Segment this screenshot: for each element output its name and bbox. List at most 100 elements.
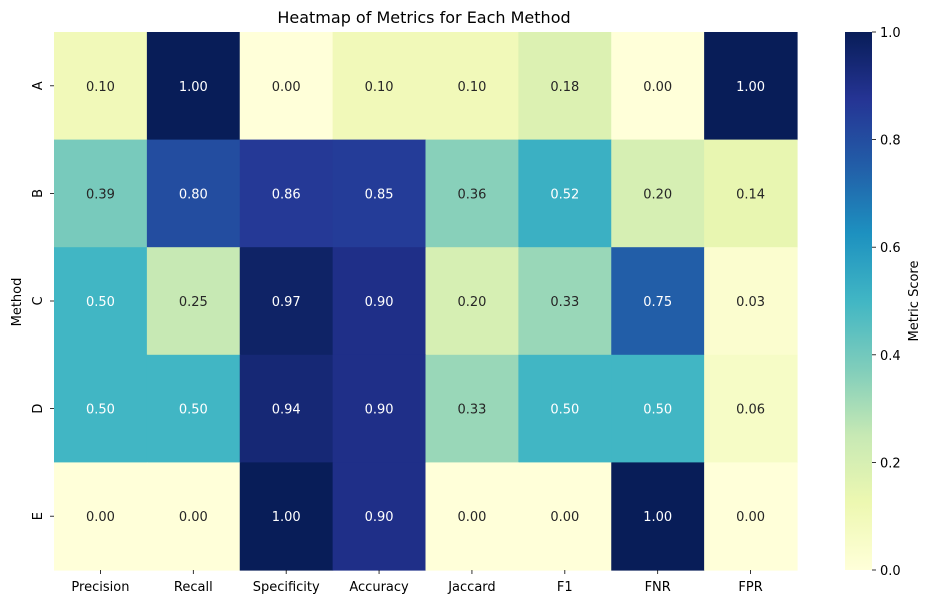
heatmap-cell: [332, 32, 427, 141]
cell-value-label: 0.00: [550, 510, 579, 525]
heatmap-cell: [54, 139, 148, 248]
cell-value-label: 0.10: [457, 80, 486, 95]
x-tick-label: Precision: [71, 580, 129, 595]
heatmap-cell: [704, 354, 798, 463]
x-tick-label: FNR: [645, 580, 671, 595]
colorbar-tick-label: 0.8: [880, 134, 901, 149]
x-axis-ticks: Precision Recall Specificity Accuracy Jaccar…: [71, 570, 763, 595]
colorbar: [845, 32, 872, 570]
heatmap-cell: [704, 462, 798, 571]
y-tick-label: E: [31, 512, 46, 520]
cell-value-label: 0.20: [457, 295, 486, 310]
heatmap-cell: [332, 139, 427, 248]
heatmap-cell: [239, 247, 334, 356]
cell-value-label: 0.90: [365, 510, 394, 525]
heatmap-cell: [239, 462, 334, 571]
heatmap-cell: [146, 354, 241, 463]
heatmap-cell: [518, 139, 612, 248]
y-tick-label: A: [31, 81, 46, 90]
y-tick-label: B: [31, 189, 46, 198]
heatmap-cell: [518, 32, 612, 141]
y-axis-ticks: A B C D E: [31, 81, 54, 520]
cell-value-label: 0.94: [272, 403, 301, 418]
cell-value-label: 0.00: [86, 510, 115, 525]
heatmap-cell: [54, 247, 148, 356]
x-tick-label: FPR: [738, 580, 762, 595]
heatmap-cell: [146, 139, 241, 248]
heatmap-cell: [611, 462, 705, 571]
heatmap-cell: [54, 462, 148, 571]
cell-value-label: 1.00: [179, 80, 208, 95]
cell-value-label: 0.50: [643, 403, 672, 418]
y-axis-label: Method: [10, 278, 25, 327]
heatmap-cell: [332, 462, 427, 571]
heatmap-cell: [332, 247, 427, 356]
cell-value-label: 0.80: [179, 187, 208, 202]
heatmap-cell: [239, 354, 334, 463]
heatmap-cell: [425, 247, 519, 356]
cell-value-label: 0.75: [643, 295, 672, 310]
cell-value-label: 0.25: [179, 295, 208, 310]
heatmap-cell: [704, 247, 798, 356]
heatmap-cell: [332, 354, 427, 463]
x-tick-label: Jaccard: [447, 580, 495, 595]
cell-value-label: 0.50: [86, 295, 115, 310]
cell-value-label: 0.90: [365, 295, 394, 310]
colorbar-tick-label: 0.0: [880, 564, 901, 579]
cell-value-label: 0.50: [550, 403, 579, 418]
heatmap-cell: [239, 32, 334, 141]
x-tick-label: Specificity: [253, 580, 320, 595]
cell-value-label: 0.18: [550, 80, 579, 95]
cell-value-label: 0.50: [179, 403, 208, 418]
heatmap-cell: [425, 354, 519, 463]
cell-value-label: 0.00: [179, 510, 208, 525]
cell-value-label: 0.97: [272, 295, 301, 310]
heatmap-cells: [54, 32, 798, 571]
heatmap-cell: [518, 462, 612, 571]
cell-value-label: 0.10: [86, 80, 115, 95]
colorbar-label: Metric Score: [907, 261, 922, 342]
cell-value-label: 0.33: [457, 403, 486, 418]
x-tick-label: Recall: [174, 580, 213, 595]
heatmap-cell: [239, 139, 334, 248]
cell-value-label: 0.10: [365, 80, 394, 95]
heatmap-cell: [704, 32, 798, 141]
colorbar-tick-label: 0.4: [880, 349, 901, 364]
x-tick-label: F1: [557, 580, 573, 595]
cell-value-label: 0.52: [550, 187, 579, 202]
heatmap-cell: [54, 354, 148, 463]
cell-value-label: 0.00: [736, 510, 765, 525]
colorbar-tick-label: 1.0: [880, 26, 901, 41]
heatmap-cell: [146, 462, 241, 571]
cell-value-label: 0.00: [272, 80, 301, 95]
heatmap-cell: [146, 32, 241, 141]
heatmap-cell: [704, 139, 798, 248]
cell-value-label: 0.90: [365, 403, 394, 418]
heatmap-cell: [425, 139, 519, 248]
y-tick-label: D: [31, 404, 46, 414]
cell-value-label: 0.85: [365, 187, 394, 202]
y-tick-label: C: [31, 296, 46, 305]
cell-value-label: 0.33: [550, 295, 579, 310]
colorbar-ticks: 0.0 0.2 0.4 0.6 0.8 1.0: [872, 26, 901, 579]
cell-value-label: 0.00: [457, 510, 486, 525]
cell-value-label: 0.14: [736, 187, 765, 202]
colorbar-tick-label: 0.6: [880, 241, 901, 256]
heatmap-cell: [611, 354, 705, 463]
x-tick-label: Accuracy: [349, 580, 409, 595]
heatmap-cell: [611, 247, 705, 356]
cell-annotations: 0.10 1.00 0.00 0.10 0.10 0.18 0.00 1.00 0.39 0.80…: [86, 80, 765, 525]
heatmap-cell: [146, 247, 241, 356]
cell-value-label: 0.36: [457, 187, 486, 202]
cell-value-label: 1.00: [643, 510, 672, 525]
heatmap-cell: [518, 354, 612, 463]
heatmap-cell: [425, 32, 519, 141]
heatmap-cell: [611, 139, 705, 248]
chart-title: Heatmap of Metrics for Each Method: [277, 8, 570, 27]
cell-value-label: 0.39: [86, 187, 115, 202]
colorbar-tick-label: 0.2: [880, 456, 901, 471]
cell-value-label: 0.03: [736, 295, 765, 310]
cell-value-label: 0.06: [736, 403, 765, 418]
cell-value-label: 0.00: [643, 80, 672, 95]
